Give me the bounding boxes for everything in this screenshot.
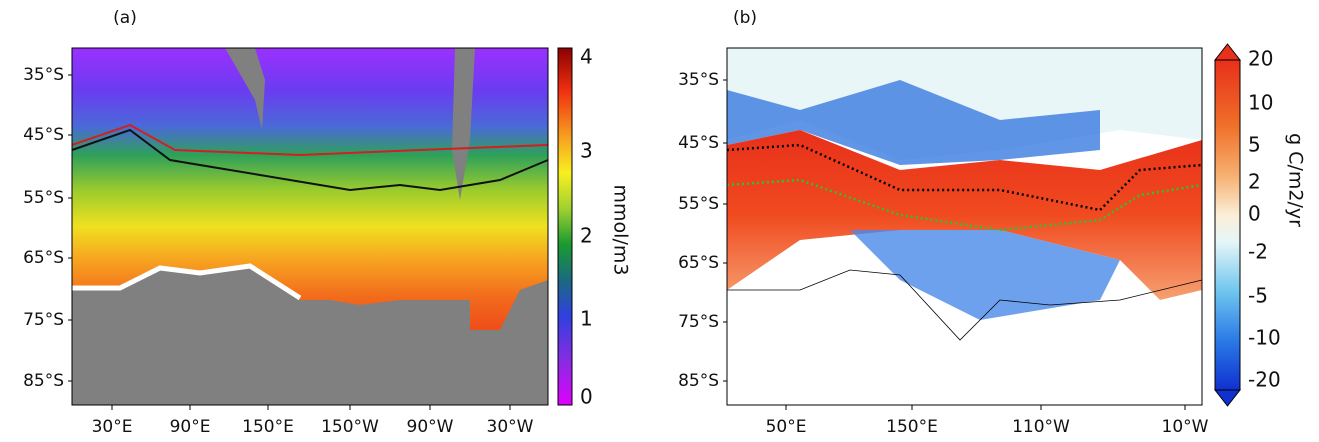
front-line [71, 128, 549, 192]
front-line-green [726, 178, 1203, 232]
x-tick-label: 150°W [321, 417, 379, 437]
y-tick-label: 85°S [23, 371, 64, 391]
colorbar [557, 47, 573, 406]
colorbar-tick-label: 5 [1248, 133, 1261, 157]
front-line [726, 143, 1203, 212]
colorbar-tick-label: 2 [1248, 170, 1261, 194]
colorbar-tick-label: 0 [1248, 202, 1261, 226]
colorbar-tick-label: 1 [580, 307, 593, 331]
x-tick-label: 90°W [407, 417, 454, 437]
coast [727, 269, 1203, 341]
colorbar-tick-label: 4 [580, 45, 593, 69]
x-tick-label: 150°E [886, 417, 938, 437]
y-tick-label: 85°S [678, 371, 719, 391]
y-tick-label: 75°S [23, 310, 64, 330]
y-tick-label: 55°S [678, 194, 719, 214]
colorbar-tick-label: 10 [1248, 91, 1273, 115]
colorbar-tick-label: -2 [1248, 240, 1268, 264]
colorbar-extend [1213, 389, 1242, 407]
y-tick-label: 75°S [678, 312, 719, 332]
x-tick-label: 50°E [766, 417, 807, 437]
field-red [727, 130, 1202, 300]
y-tick-label: 45°S [678, 133, 719, 153]
colorbar-label: g C/m2/yr [1285, 133, 1307, 227]
map-b [726, 43, 1242, 407]
x-tick-label: 30°W [487, 417, 534, 437]
panel-label: (b) [733, 8, 757, 28]
x-tick-label: 30°E [92, 417, 133, 437]
colorbar-tick-label: 20 [1248, 47, 1273, 71]
colorbar-tick-label: 0 [580, 385, 593, 409]
colorbar-tick-label: -10 [1248, 326, 1281, 350]
colorbar-tick-label: -5 [1248, 284, 1268, 308]
x-tick-label: 90°E [170, 417, 211, 437]
y-tick-label: 65°S [678, 253, 719, 273]
contour [71, 123, 549, 157]
panel-label: (a) [113, 8, 137, 28]
colorbar-tick-label: -20 [1248, 368, 1281, 392]
s-america [452, 48, 475, 200]
colorbar-tick-label: 3 [580, 139, 593, 163]
colorbar-extend [1213, 43, 1242, 61]
y-tick-label: 45°S [23, 125, 64, 145]
frame [726, 47, 1203, 406]
colorbar-tick-label: 2 [580, 224, 593, 248]
antarctica [72, 268, 548, 405]
field-blue [727, 80, 1100, 165]
x-tick-label: 10°W [1162, 417, 1209, 437]
y-tick-label: 35°S [678, 70, 719, 90]
africa [225, 48, 265, 130]
y-tick-label: 55°S [23, 188, 64, 208]
coast [72, 263, 302, 301]
field-south [850, 230, 1120, 320]
x-tick-label: 150°E [242, 417, 294, 437]
x-tick-label: 110°W [1012, 417, 1070, 437]
map-a [71, 47, 573, 406]
y-tick-label: 65°S [23, 248, 64, 268]
y-tick-label: 35°S [23, 65, 64, 85]
frame [71, 47, 549, 406]
colorbar-label: mmol/m3 [610, 185, 632, 276]
colorbar [1214, 59, 1241, 391]
